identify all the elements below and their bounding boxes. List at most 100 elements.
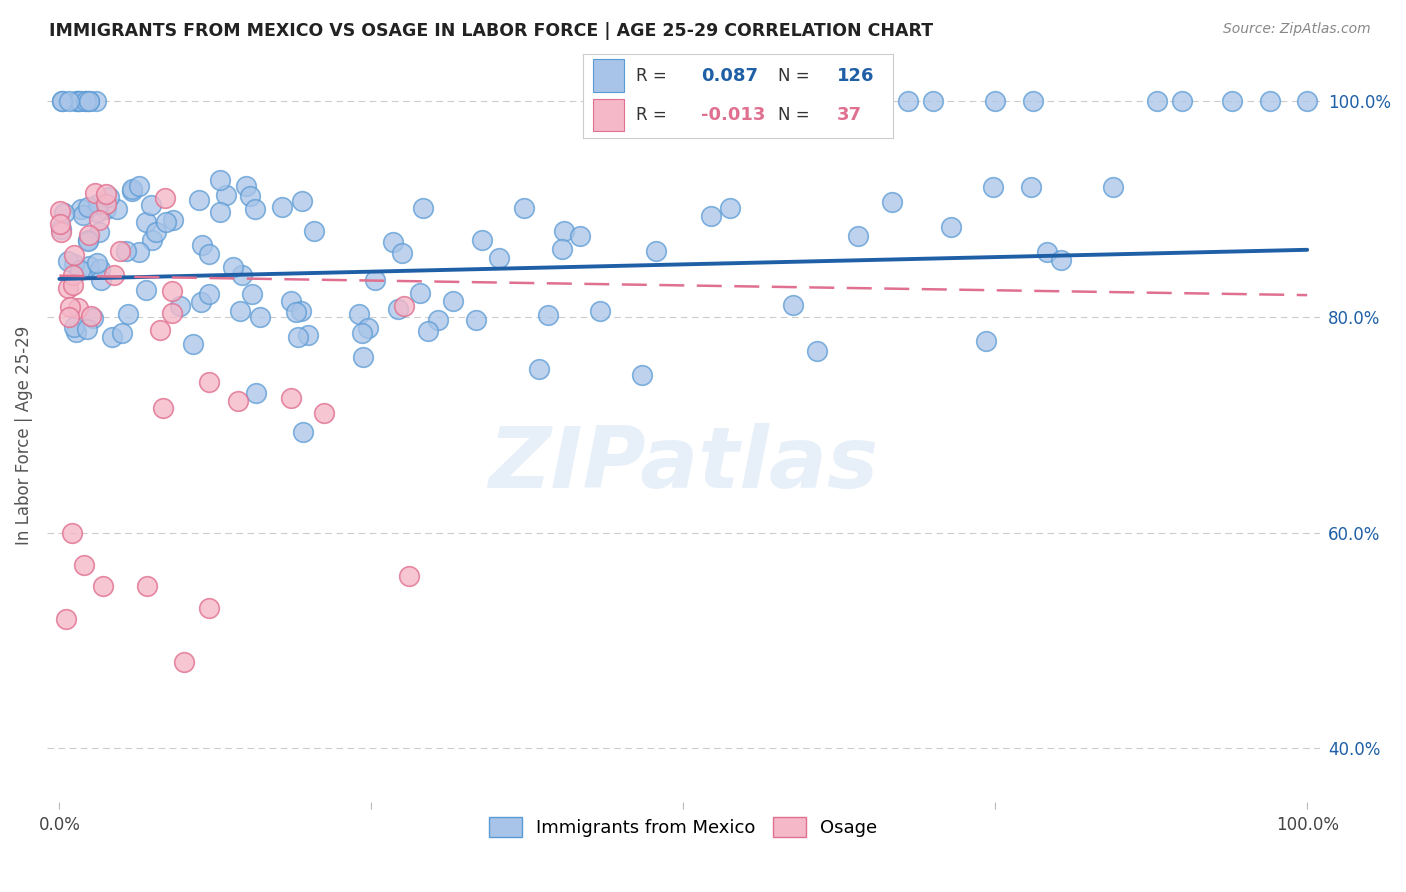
Point [89, 213, 111, 227]
Point [135, 579, 157, 593]
Point [553, 224, 575, 238]
Point [1049, 253, 1071, 268]
Point [60, 525, 83, 540]
Point [63, 247, 86, 261]
Point [141, 234, 163, 248]
Point [190, 238, 212, 252]
Point [221, 260, 243, 274]
Point [513, 201, 536, 215]
Point [302, 224, 325, 238]
Point [198, 246, 221, 260]
Point [364, 273, 387, 287]
Point [169, 299, 191, 313]
Point [94, 196, 117, 211]
Point [48, 218, 70, 232]
Point [62, 268, 84, 282]
Point [51, 94, 73, 108]
Point [1019, 180, 1042, 194]
Point [87, 225, 110, 239]
Point [441, 293, 464, 308]
Legend: Immigrants from Mexico, Osage: Immigrants from Mexico, Osage [482, 809, 884, 845]
Point [67, 301, 90, 316]
Point [568, 228, 591, 243]
Point [135, 283, 157, 297]
Point [76, 322, 98, 336]
Point [56, 281, 79, 295]
Point [84, 94, 107, 108]
Point [1146, 94, 1168, 108]
Point [139, 198, 162, 212]
Point [198, 286, 221, 301]
Point [718, 201, 741, 215]
Point [103, 268, 125, 283]
Point [128, 178, 150, 193]
Point [644, 244, 666, 258]
Point [117, 308, 139, 322]
Point [352, 350, 374, 364]
Point [155, 215, 177, 229]
Point [98, 189, 121, 203]
Point [412, 201, 434, 215]
Point [287, 330, 309, 344]
Point [149, 323, 172, 337]
Point [806, 343, 828, 358]
Point [55, 612, 77, 626]
Point [357, 321, 380, 335]
Point [488, 252, 510, 266]
Point [96, 186, 118, 201]
Point [270, 200, 292, 214]
Point [181, 337, 204, 351]
Text: -0.013: -0.013 [702, 106, 765, 124]
Point [240, 286, 263, 301]
Point [921, 94, 943, 108]
Point [589, 304, 612, 318]
Point [65, 94, 87, 108]
Point [80, 309, 103, 323]
Point [62, 277, 84, 292]
Point [89, 262, 111, 277]
Point [464, 313, 486, 327]
Point [245, 386, 267, 401]
Point [976, 334, 998, 348]
Point [162, 213, 184, 227]
Point [94, 202, 117, 217]
Point [700, 210, 723, 224]
Point [550, 242, 572, 256]
Point [290, 304, 312, 318]
Point [153, 191, 176, 205]
Point [215, 187, 238, 202]
Point [229, 303, 252, 318]
Point [782, 298, 804, 312]
Point [77, 233, 100, 247]
Point [347, 307, 370, 321]
Point [62, 320, 84, 334]
Point [128, 245, 150, 260]
Point [471, 233, 494, 247]
Point [352, 326, 374, 340]
Bar [593, 99, 624, 131]
Point [108, 244, 131, 258]
Point [1035, 245, 1057, 260]
Text: Source: ZipAtlas.com: Source: ZipAtlas.com [1223, 22, 1371, 37]
Point [77, 200, 100, 214]
Point [69, 94, 91, 108]
Point [409, 285, 432, 300]
Point [208, 204, 231, 219]
Point [77, 94, 100, 108]
Point [52, 206, 75, 220]
Point [190, 295, 212, 310]
Y-axis label: In Labor Force | Age 25-29: In Labor Force | Age 25-29 [15, 326, 32, 545]
Point [291, 194, 314, 209]
Point [291, 425, 314, 439]
Point [59, 300, 82, 314]
Point [897, 94, 920, 108]
Point [77, 228, 100, 243]
Point [83, 186, 105, 200]
Text: 126: 126 [837, 68, 875, 86]
Point [398, 568, 420, 582]
Point [58, 310, 80, 324]
Point [846, 228, 869, 243]
Point [381, 235, 404, 249]
Point [394, 299, 416, 313]
Point [75, 94, 97, 108]
